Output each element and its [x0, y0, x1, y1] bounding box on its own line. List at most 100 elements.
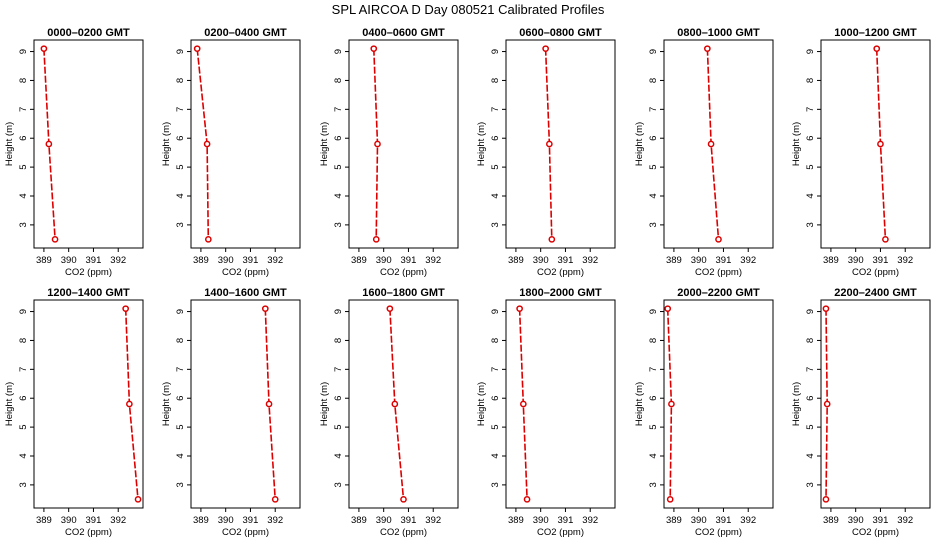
y-tick-label: 4: [805, 453, 816, 458]
y-tick-label: 8: [490, 78, 501, 83]
x-tick-label: 389: [193, 255, 209, 266]
y-tick-label: 9: [805, 309, 816, 314]
x-tick-label: 391: [716, 515, 732, 526]
x-tick-label: 390: [376, 515, 392, 526]
y-axis-label: Height (m): [4, 382, 15, 426]
x-tick-label: 392: [740, 255, 756, 266]
y-tick-label: 9: [805, 49, 816, 54]
y-tick-label: 6: [18, 136, 29, 141]
x-tick-label: 392: [425, 255, 441, 266]
y-tick-label: 6: [175, 396, 186, 401]
x-axis-label: CO2 (ppm): [537, 267, 584, 278]
profile-point: [715, 235, 722, 243]
y-tick-label: 4: [490, 453, 501, 458]
profile-point: [271, 495, 279, 503]
figure-title: SPL AIRCOA D Day 080521 Calibrated Profi…: [332, 2, 605, 17]
x-tick-label: 391: [401, 255, 417, 266]
y-tick-label: 6: [18, 396, 29, 401]
profile-point: [666, 495, 674, 503]
x-tick-label: 391: [401, 515, 417, 526]
x-tick-label: 390: [848, 255, 864, 266]
y-tick-label: 6: [175, 136, 186, 141]
x-tick-label: 389: [666, 255, 682, 266]
x-tick-label: 390: [533, 515, 549, 526]
x-axis-label: CO2 (ppm): [695, 527, 742, 538]
x-tick-label: 389: [823, 255, 839, 266]
profile-panel: 0200–0400 GMT 389 390 391 392 3 4 5 6 7 8 9 CO2 (ppm…: [161, 27, 301, 278]
y-tick-label: 3: [805, 222, 816, 227]
x-tick-label: 392: [110, 515, 126, 526]
x-tick-label: 392: [267, 515, 283, 526]
x-tick-label: 392: [582, 255, 598, 266]
plot-frame: [33, 299, 144, 509]
panel-title: 1400–1600 GMT: [204, 287, 287, 299]
x-tick-label: 391: [558, 255, 574, 266]
y-tick-label: 3: [805, 482, 816, 487]
y-tick-label: 5: [18, 164, 29, 169]
x-tick-label: 389: [36, 255, 52, 266]
y-axis-label: Height (m): [791, 122, 802, 166]
y-axis-label: Height (m): [161, 382, 172, 426]
y-tick-label: 4: [333, 453, 344, 458]
y-tick-label: 5: [805, 424, 816, 429]
profile-panel: 1600–1800 GMT 389 390 391 392 3 4 5 6 7 8 9 CO2 (ppm…: [319, 287, 459, 538]
y-tick-label: 4: [648, 453, 659, 458]
y-tick-label: 9: [175, 49, 186, 54]
plot-frame: [348, 299, 459, 509]
y-axis-label: Height (m): [319, 122, 330, 166]
y-tick-label: 6: [648, 136, 659, 141]
profile-point: [542, 45, 549, 53]
x-tick-label: 389: [823, 515, 839, 526]
plot-frame: [820, 299, 931, 509]
y-tick-label: 7: [175, 107, 186, 112]
y-axis-label: Height (m): [476, 122, 487, 166]
profile-point: [386, 305, 394, 313]
y-tick-label: 6: [648, 396, 659, 401]
profile-point: [822, 305, 830, 313]
x-axis-label: CO2 (ppm): [852, 527, 899, 538]
y-tick-label: 5: [333, 424, 344, 429]
profile-panel: 1800–2000 GMT 389 390 391 392 3 4 5 6 7 8 9 CO2 (ppm…: [476, 287, 616, 538]
y-tick-label: 8: [805, 78, 816, 83]
x-tick-label: 391: [86, 515, 102, 526]
profile-point: [704, 45, 711, 53]
x-tick-label: 390: [218, 255, 234, 266]
profile-panel: 0600–0800 GMT 389 390 391 392 3 4 5 6 7 8 9 CO2 (ppm…: [476, 27, 616, 278]
plot-frame: [190, 39, 301, 249]
profile-point: [126, 400, 133, 408]
y-tick-label: 3: [490, 222, 501, 227]
x-tick-label: 391: [86, 255, 102, 266]
x-axis-label: CO2 (ppm): [537, 527, 584, 538]
x-axis-label: CO2 (ppm): [380, 527, 427, 538]
y-tick-label: 6: [805, 136, 816, 141]
x-axis-label: CO2 (ppm): [222, 527, 269, 538]
y-tick-label: 8: [18, 78, 29, 83]
profile-point: [204, 235, 212, 243]
y-tick-label: 9: [175, 309, 186, 314]
profile-point: [877, 140, 884, 148]
y-tick-label: 4: [175, 193, 186, 198]
y-tick-label: 6: [490, 136, 501, 141]
y-axis-label: Height (m): [319, 382, 330, 426]
profile-point: [823, 400, 831, 408]
profile-point: [51, 235, 59, 243]
profile-point: [707, 140, 715, 148]
y-tick-label: 4: [490, 193, 501, 198]
panel-title: 2000–2200 GMT: [677, 287, 760, 299]
profile-point: [548, 235, 556, 243]
x-tick-label: 389: [193, 515, 209, 526]
plot-frame: [820, 39, 931, 249]
profile-point: [370, 45, 378, 53]
profile-point: [265, 400, 273, 408]
y-tick-label: 3: [648, 222, 659, 227]
x-tick-label: 391: [558, 515, 574, 526]
x-tick-label: 391: [873, 255, 889, 266]
x-tick-label: 392: [267, 255, 283, 266]
y-tick-label: 7: [18, 107, 29, 112]
y-tick-label: 5: [490, 424, 501, 429]
y-tick-label: 8: [175, 78, 186, 83]
panel-title: 0400–0600 GMT: [362, 27, 445, 39]
y-tick-label: 6: [333, 396, 344, 401]
profile-point: [372, 235, 380, 243]
